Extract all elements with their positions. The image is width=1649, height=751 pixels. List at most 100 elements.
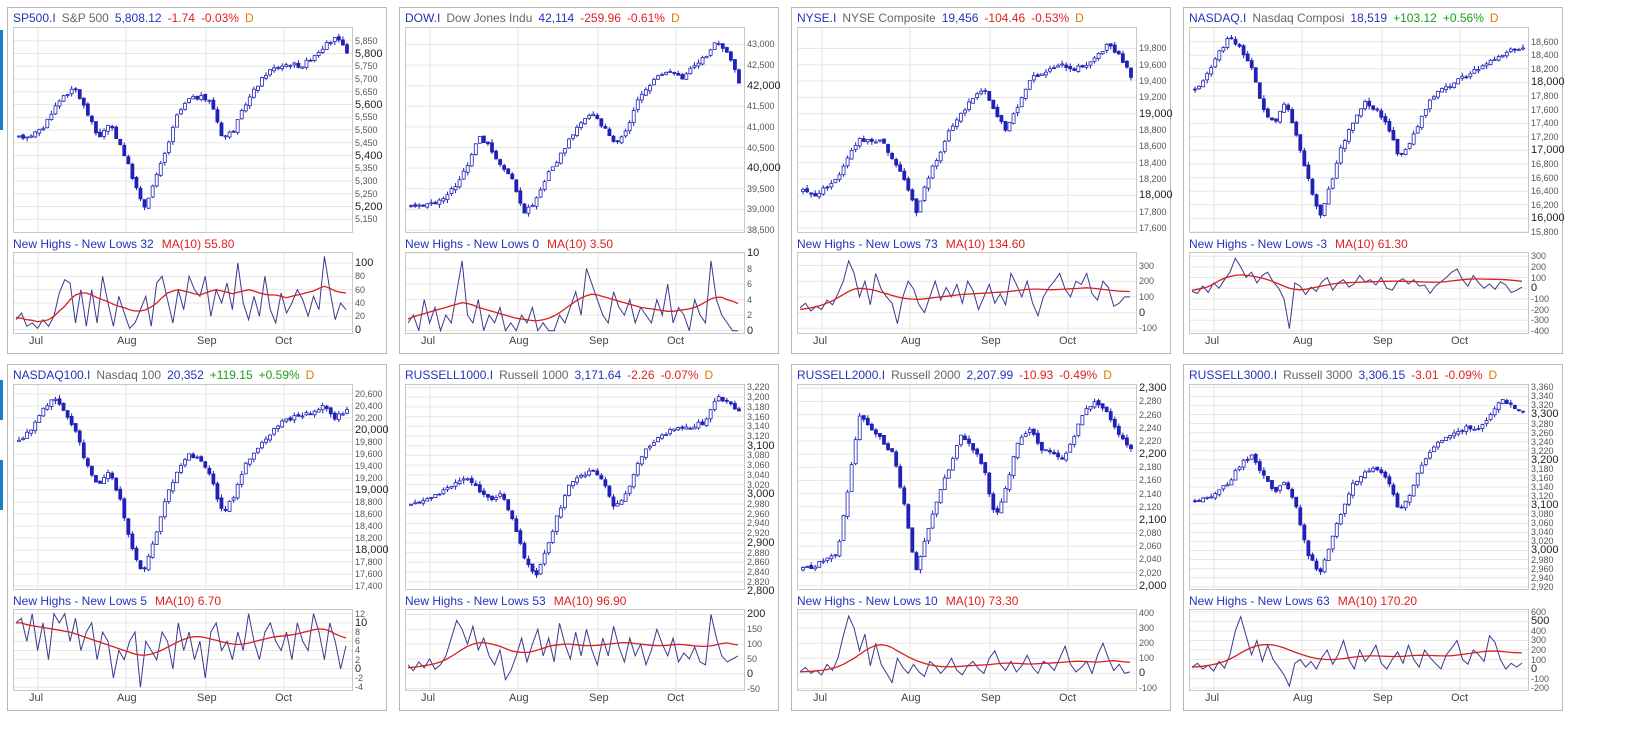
candle-body [308, 59, 313, 62]
candle-body [1257, 461, 1262, 471]
indicator-ma-label: MA(10) 6.70 [155, 594, 222, 608]
period-link[interactable]: D [1489, 11, 1499, 25]
candle-body [413, 204, 417, 207]
candle-body [664, 434, 668, 436]
indicator-label: New Highs - New Lows 32 [13, 237, 154, 251]
candle-body [1436, 90, 1440, 98]
candle-body [81, 442, 86, 458]
price-axis-tick: 18,200 [355, 533, 383, 543]
candle-body [122, 498, 127, 519]
candle-body [328, 42, 333, 44]
indicator-axis-tick: 200 [1531, 261, 1547, 272]
period-link[interactable]: D [1103, 368, 1112, 382]
candle-body [219, 497, 224, 509]
price-axis-tick: 2,120 [1139, 501, 1162, 512]
candle-body [680, 426, 685, 429]
candle-body [1249, 60, 1254, 69]
candle-body [453, 482, 458, 487]
candle-body [567, 138, 571, 149]
candle-body [805, 188, 809, 193]
candle-body [833, 178, 838, 184]
candle-body [869, 423, 874, 431]
candle-body [421, 204, 426, 207]
candle-body [506, 168, 511, 175]
candle-body [631, 474, 636, 488]
candle-body [845, 491, 850, 518]
symbol-link[interactable]: NASDAQ100.I [13, 368, 91, 382]
symbol-link[interactable]: RUSSELL1000.I [405, 368, 494, 382]
symbol-link[interactable]: DOW.I [405, 11, 441, 25]
candle-body [1056, 452, 1060, 458]
period-link[interactable]: D [244, 11, 254, 25]
candle-body [110, 472, 115, 479]
symbol-link[interactable]: NYSE.I [797, 11, 837, 25]
candle-body [914, 198, 919, 214]
month-axis-label: Jul [29, 692, 44, 704]
period-link[interactable]: D [704, 368, 714, 382]
month-axis-label: Aug [509, 692, 529, 704]
candle-body [1282, 103, 1286, 113]
candle-body [77, 430, 82, 443]
candle-body [1035, 432, 1040, 444]
candle-body [1270, 480, 1274, 489]
candle-body [345, 409, 349, 414]
candle-body [1338, 147, 1343, 164]
period-link[interactable]: D [1075, 11, 1084, 25]
candle-body [959, 112, 963, 122]
candle-body [987, 472, 992, 495]
candle-body [607, 128, 612, 137]
last-price: 2,207.99 [966, 368, 1014, 382]
candle-body [1379, 469, 1384, 473]
candle-body [1395, 493, 1400, 508]
candle-body [567, 484, 571, 496]
candle-body [138, 560, 143, 570]
candle-body [660, 74, 664, 76]
symbol-link[interactable]: RUSSELL3000.I [1189, 368, 1278, 382]
price-chart [797, 384, 1137, 590]
indicator-axis-tick: 150 [747, 624, 763, 635]
price-chart [405, 27, 745, 233]
candle-body [1415, 472, 1420, 486]
candle-body [166, 141, 171, 153]
candle-body [187, 453, 191, 461]
symbol-link[interactable]: RUSSELL2000.I [797, 368, 886, 382]
symbol-link[interactable]: SP500.I [13, 11, 56, 25]
candle-body [1112, 419, 1117, 428]
candle-body [615, 140, 620, 143]
candle-body [1266, 108, 1270, 118]
indicator-chart-svg [798, 610, 1136, 690]
candle-body [1253, 453, 1258, 463]
price-axis-tick: 17,400 [355, 581, 383, 591]
candle-body [987, 91, 992, 101]
candle-body [963, 109, 967, 114]
price-axis-tick: 18,400 [1531, 50, 1559, 61]
candle-body [967, 101, 971, 110]
candle-body [166, 489, 171, 502]
period-link[interactable]: D [1488, 368, 1498, 382]
symbol-link[interactable]: NASDAQ.I [1189, 11, 1247, 25]
candle-body [243, 462, 248, 475]
candle-body [934, 160, 939, 167]
candle-body [130, 163, 135, 179]
candle-body [429, 202, 434, 205]
candle-body [296, 414, 301, 417]
candle-body [1476, 428, 1481, 430]
candle-body [562, 495, 567, 508]
candle-body [546, 542, 551, 554]
candle-body [849, 464, 854, 492]
candle-body [1072, 436, 1077, 445]
candle-body [37, 415, 42, 423]
candle-body [861, 138, 866, 142]
period-link[interactable]: D [305, 368, 315, 382]
candle-body [170, 126, 175, 142]
candle-body [41, 407, 46, 417]
period-link[interactable]: D [670, 11, 680, 25]
price-change-pct: -0.53% [1031, 11, 1070, 25]
indicator-label: New Highs - New Lows -3 [1189, 237, 1328, 251]
candle-body [417, 204, 422, 207]
price-change: -104.46 [984, 11, 1026, 25]
month-axis-label: Sep [981, 335, 1001, 347]
month-axis-label: Oct [275, 335, 293, 347]
candle-body [631, 110, 636, 124]
candle-body [825, 186, 830, 189]
